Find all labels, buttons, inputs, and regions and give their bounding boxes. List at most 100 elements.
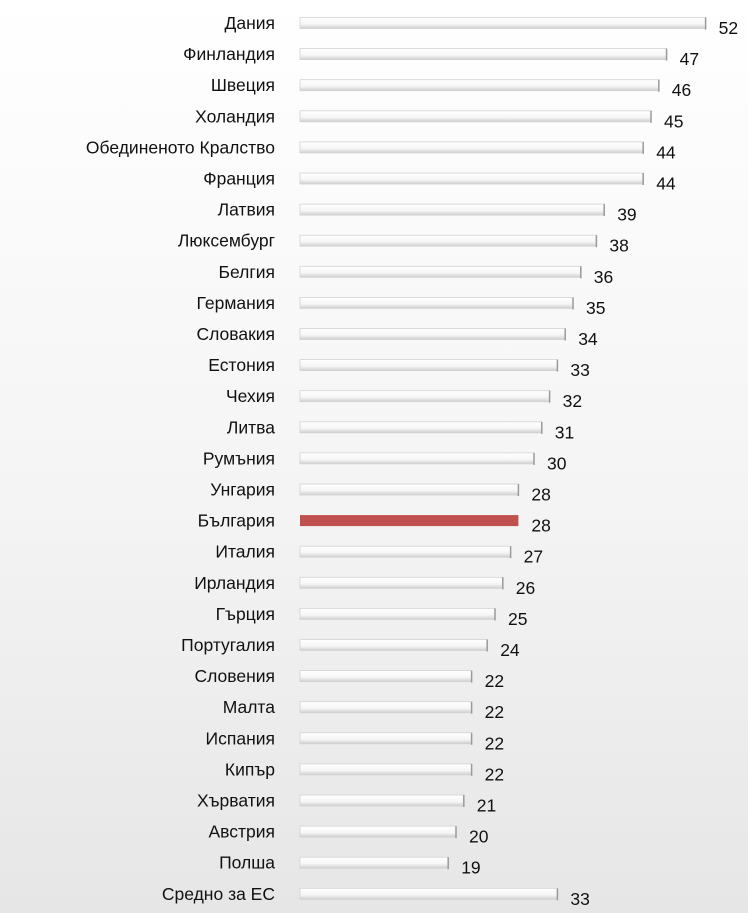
bar [299,825,457,838]
bar-row: Финландия 47 [183,44,699,69]
bar [299,421,543,434]
bar [299,670,473,682]
value-label: 31 [555,422,574,442]
value-label: 33 [570,360,589,380]
bar-row: Кипър 22 [225,759,504,784]
bar-highlighted [300,515,519,527]
value-label: 22 [485,733,504,753]
bar-row: Латвия 39 [218,200,637,225]
category-label: България [198,511,275,531]
value-label: 33 [570,889,589,909]
bar [299,17,707,29]
value-label: 22 [485,702,504,722]
bar-row: Франция 44 [203,169,676,194]
bar-row: Литва 31 [227,417,574,442]
bar-row: Белгия 36 [219,262,614,287]
bar [299,390,551,403]
category-label: Люксембург [178,231,275,251]
bar [299,265,582,278]
category-label: Хърватия [197,791,275,811]
category-label: Германия [197,293,275,313]
bar-row: Чехия 32 [226,386,582,411]
category-label: Ирландия [194,573,275,593]
category-label: Дания [224,13,275,33]
bar-row: Ирландия 26 [194,573,535,598]
value-label: 44 [656,174,676,194]
category-label: Полша [219,853,275,873]
value-label: 36 [594,267,613,287]
bar-row: Германия 35 [197,293,606,318]
bar [299,141,644,154]
bar [299,763,473,776]
category-label: Португалия [181,635,275,655]
category-label: Италия [215,542,275,562]
bar [299,296,574,309]
bar [299,48,668,60]
category-label: Латвия [218,200,275,220]
bar [299,203,605,216]
bar-row: Естония 33 [208,355,590,380]
bar [299,732,473,745]
bar-row: Хърватия 21 [197,791,496,816]
category-label: Финландия [183,44,275,64]
category-label: Испания [206,728,275,748]
category-label: Франция [203,169,275,189]
value-label: 52 [719,18,738,38]
category-label: Средно за ЕС [162,884,275,904]
value-label: 28 [531,485,550,505]
value-label: 30 [547,453,567,473]
category-label: Словакия [196,324,275,344]
bar [299,608,496,620]
value-label: 24 [500,640,520,660]
category-label: Литва [227,417,275,437]
value-label: 28 [531,516,550,536]
bar-row: Обединеното Кралство 44 [86,137,676,162]
value-label: 44 [656,142,676,162]
category-label: Швеция [211,75,275,95]
value-label: 26 [516,578,535,598]
bar [299,545,512,558]
bar [299,359,558,372]
value-label: 22 [485,671,504,691]
category-label: Гърция [216,604,275,624]
bar [299,794,465,807]
bar [299,639,488,651]
bar-row: Австрия 20 [208,822,488,847]
category-label: Кипър [225,759,275,779]
value-label: 25 [508,609,527,629]
category-label: Малта [223,697,276,717]
bar-row: Португалия 24 [181,635,520,660]
bar-row: Унгария 28 [210,480,551,505]
value-label: 38 [609,236,628,256]
category-label: Австрия [208,822,275,842]
category-label: Словения [194,666,275,686]
category-label: Естония [208,355,275,375]
value-label: 35 [586,298,605,318]
value-label: 22 [485,764,504,784]
bar [299,576,504,589]
value-label: 45 [664,111,683,131]
value-label: 20 [469,827,489,847]
bar [299,452,535,465]
bar-row: Малта 22 [223,697,504,722]
value-label: 34 [578,329,598,349]
bar [299,79,660,92]
category-label: Румъния [203,448,275,468]
value-label: 39 [617,205,636,225]
value-label: 47 [680,49,699,69]
bar [299,856,449,869]
bar [299,172,644,185]
bar-row: Испания 22 [206,728,505,753]
bar-row: Полша 19 [219,853,481,878]
category-label: Унгария [210,480,275,500]
bar [299,234,597,247]
bar [299,701,473,714]
bar-row: Гърция 25 [216,604,528,629]
bar-row: Люксембург 38 [178,231,629,256]
category-label: Холандия [195,106,275,126]
bar-row: Словения 22 [194,666,504,691]
bar [299,483,519,496]
bar [299,887,558,900]
value-label: 27 [524,547,543,567]
bar-row: България 28 [198,511,551,536]
